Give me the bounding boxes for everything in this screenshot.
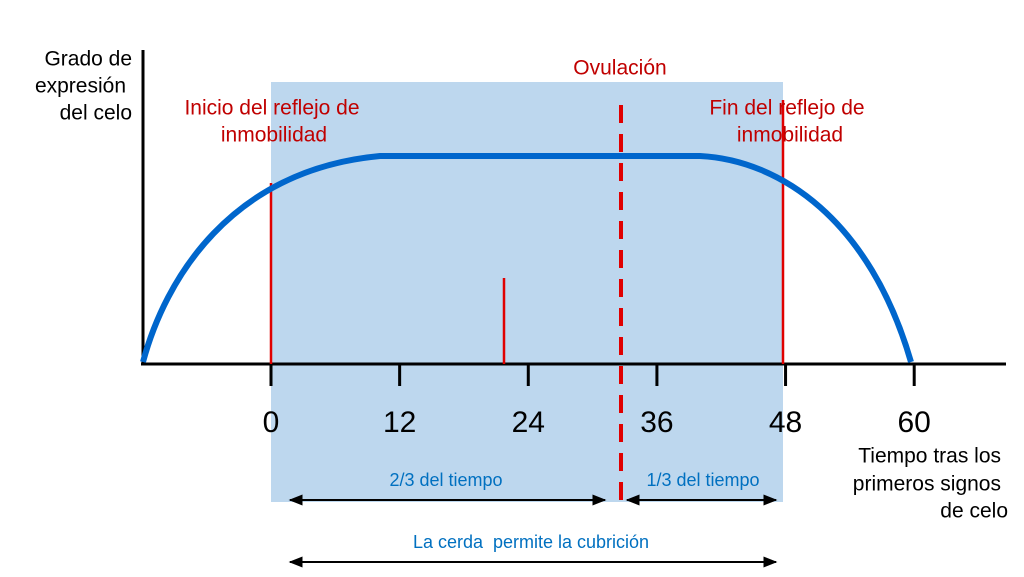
x-tick-label: 36 — [640, 406, 673, 439]
x-tick-label: 48 — [769, 406, 802, 439]
annotation: 1/3 del tiempo — [646, 470, 759, 490]
y-label: Grado de — [44, 48, 132, 71]
annotation: Ovulación — [573, 57, 666, 80]
x-tick-label: 60 — [898, 406, 931, 439]
x-tick-label: 12 — [383, 406, 416, 439]
annotation: inmobilidad — [221, 124, 327, 147]
x-tick-label: 24 — [512, 406, 545, 439]
y-label: del celo — [60, 102, 132, 125]
annotation: 2/3 del tiempo — [389, 470, 502, 490]
x-label: primeros signos — [853, 473, 1001, 496]
x-label: de celo — [940, 500, 1008, 523]
annotation: inmobilidad — [737, 124, 843, 147]
x-label: Tiempo tras los — [858, 445, 1001, 468]
heat-curve — [140, 153, 914, 363]
annotation: Inicio del reflejo de — [184, 97, 359, 120]
x-tick-label: 0 — [263, 406, 280, 439]
receptive-period — [271, 82, 783, 502]
annotation: La cerda permite la cubrición — [413, 532, 649, 552]
y-label: expresión — [35, 75, 126, 98]
annotation: Fin del reflejo de — [709, 97, 864, 120]
